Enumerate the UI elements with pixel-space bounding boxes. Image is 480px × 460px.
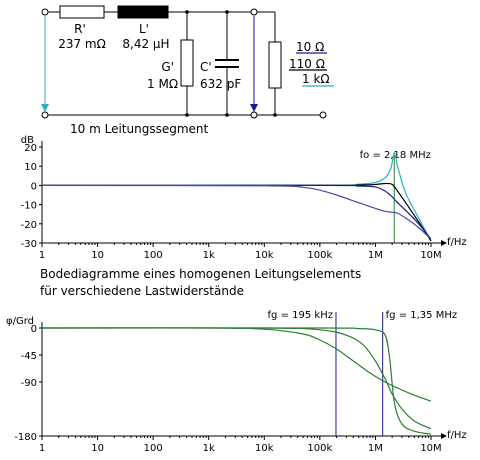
series-line-phase_curves xyxy=(41,327,432,430)
x-tick-label: 10M xyxy=(420,250,441,261)
x-axis-label: f/Hz xyxy=(447,430,467,441)
circuit-diagram: R' 237 mΩ L' 8,42 µH G' 1 MΩ C' 632 pF 1… xyxy=(41,5,334,136)
capacitor-C-value: 632 pF xyxy=(200,77,241,91)
y-tick-label: 0 xyxy=(31,181,37,192)
load-resistor-symbol xyxy=(268,41,282,89)
y-tick-label: 20 xyxy=(24,143,37,154)
x-tick-label: 1k xyxy=(203,250,215,261)
output-terminal-bottom xyxy=(250,111,258,119)
x-tick-label: 100 xyxy=(144,443,163,454)
inductor-L-label: L' xyxy=(139,22,149,36)
series-line-load_1k_ohm xyxy=(41,152,432,242)
x-tick-label: 1M xyxy=(368,443,383,454)
input-voltage-arrowhead xyxy=(41,104,49,112)
x-axis-arrowhead xyxy=(441,240,447,246)
y-axis-label: dB xyxy=(21,135,34,146)
y-tick-label: -10 xyxy=(21,201,37,212)
x-tick-label: 100k xyxy=(307,443,332,454)
conductance-G-label: G' xyxy=(161,60,174,74)
load-terminal-bottom xyxy=(319,111,327,119)
y-axis-label: φ/Grd xyxy=(6,316,34,327)
load-value-110-ohm: 110 Ω xyxy=(289,57,325,71)
x-tick-label: 1k xyxy=(203,443,215,454)
input-terminal-bottom xyxy=(41,111,49,119)
junction-dot xyxy=(185,113,189,117)
x-tick-label: 10 xyxy=(91,250,104,261)
y-tick-label: -20 xyxy=(21,220,37,231)
resistor-R-symbol xyxy=(59,5,105,19)
load-value-1k-ohm: 1 kΩ xyxy=(302,72,330,86)
inductor-L-value: 8,42 µH xyxy=(122,37,169,51)
y-tick-label: 0 xyxy=(31,324,37,335)
x-tick-label: 10k xyxy=(255,250,274,261)
x-axis-arrowhead xyxy=(441,433,447,439)
x-tick-label: 10M xyxy=(420,443,441,454)
x-tick-label: 100 xyxy=(144,250,163,261)
output-terminal-top xyxy=(250,8,258,16)
conductance-G-value: 1 MΩ xyxy=(147,77,178,91)
series-line-phase_curves xyxy=(41,327,432,435)
y-tick-label: -90 xyxy=(21,378,37,389)
y-tick-label: -180 xyxy=(14,432,37,443)
resistor-R-label: R' xyxy=(74,22,86,36)
output-voltage-arrowhead xyxy=(250,104,258,112)
series-line-magnitude_extra xyxy=(41,184,432,240)
junction-dot xyxy=(185,10,189,14)
resistor-R-value: 237 mΩ xyxy=(58,37,106,51)
inductor-L-symbol xyxy=(117,5,169,19)
series-line-load_10_ohm xyxy=(41,184,432,240)
junction-dot xyxy=(225,10,229,14)
load-value-10-ohm: 10 Ω xyxy=(296,40,324,54)
capacitor-C-label: C' xyxy=(200,60,212,74)
x-axis-label: f/Hz xyxy=(447,237,467,248)
series-line-phase_curves xyxy=(41,327,432,402)
x-tick-label: 10k xyxy=(255,443,274,454)
segment-label: 10 m Leitungssegment xyxy=(70,122,208,136)
y-tick-label: -45 xyxy=(21,351,37,362)
y-tick-label: 10 xyxy=(24,162,37,173)
conductance-G-symbol xyxy=(180,39,194,87)
caption-line-1: Bodediagramme eines homogenen Leitungsel… xyxy=(40,267,361,281)
input-terminal-top xyxy=(41,8,49,16)
x-tick-label: 1 xyxy=(39,250,45,261)
x-tick-label: 100k xyxy=(307,250,332,261)
series-line-load_110_ohm xyxy=(41,182,432,242)
caption-line-2: für verschiedene Lastwiderstände xyxy=(40,284,244,298)
junction-dot xyxy=(225,113,229,117)
fg-marker-label: fg = 1,35 MHz xyxy=(386,310,457,321)
junction-dot xyxy=(273,113,277,117)
x-tick-label: 10 xyxy=(91,443,104,454)
x-tick-label: 1 xyxy=(39,443,45,454)
y-tick-label: -30 xyxy=(21,239,37,250)
x-tick-label: 1M xyxy=(368,250,383,261)
fg-marker-label: fg = 195 kHz xyxy=(268,310,333,321)
